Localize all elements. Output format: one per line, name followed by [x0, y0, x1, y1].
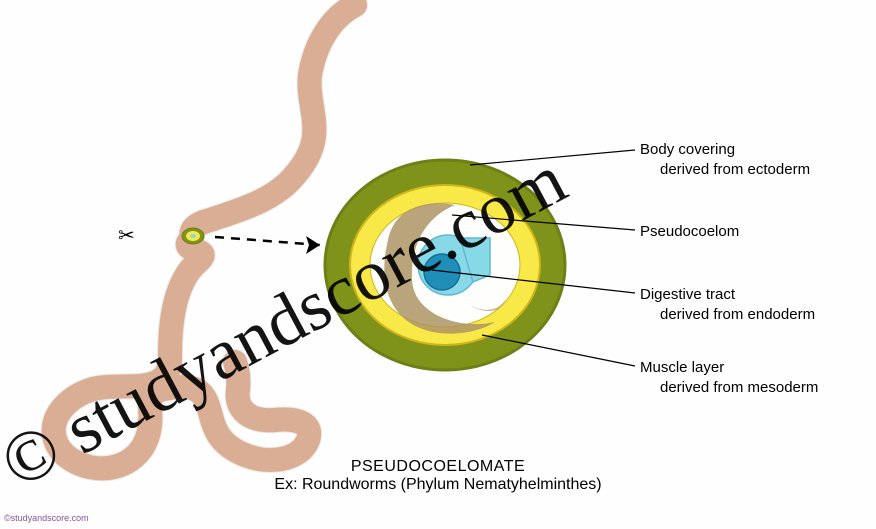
- label-sub-text: derived from endoderm: [640, 305, 815, 325]
- label-sub-text: derived from mesoderm: [640, 378, 818, 398]
- scissors-icon: ✂: [118, 223, 135, 248]
- label-text: Pseudocoelom: [640, 222, 739, 242]
- label-text: Body covering: [640, 140, 810, 160]
- label-muscle: Muscle layer derived from mesoderm: [640, 358, 818, 399]
- label-pseudocoelom: Pseudocoelom: [640, 222, 739, 242]
- diagram-svg: [0, 0, 876, 529]
- label-digestive: Digestive tract derived from endoderm: [640, 285, 815, 326]
- label-text: Digestive tract: [640, 285, 815, 305]
- label-body-covering: Body covering derived from ectoderm: [640, 140, 810, 181]
- caption-subtitle: Ex: Roundworms (Phylum Nematyhelminthes): [274, 476, 601, 494]
- label-sub-text: derived from ectoderm: [640, 160, 810, 180]
- arrow-line: [215, 236, 320, 254]
- caption-title: PSEUDOCOELOMATE: [274, 458, 601, 476]
- caption: PSEUDOCOELOMATE Ex: Roundworms (Phylum N…: [274, 458, 601, 494]
- cross-section: [325, 160, 565, 370]
- copyright-text: ©studyandscore.com: [4, 513, 89, 523]
- diagram-container: ✂ Body covering derived from ectoderm Ps…: [0, 0, 876, 529]
- label-text: Muscle layer: [640, 358, 818, 378]
- small-cross-section: [182, 228, 204, 244]
